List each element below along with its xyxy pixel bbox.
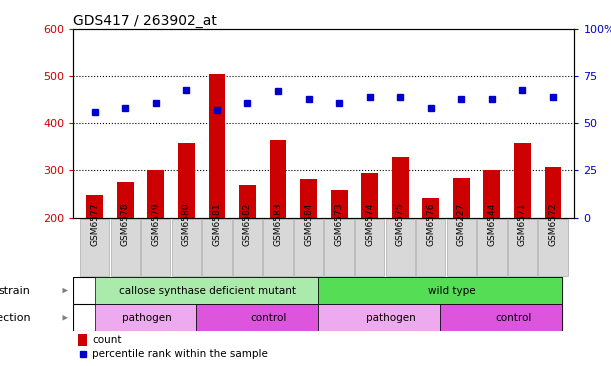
FancyBboxPatch shape — [202, 219, 232, 276]
Text: pathogen: pathogen — [122, 313, 172, 323]
Text: GSM6578: GSM6578 — [121, 202, 130, 246]
Bar — [208, 74, 225, 311]
Bar — [178, 143, 195, 311]
Bar — [483, 171, 500, 311]
Text: GDS417 / 263902_at: GDS417 / 263902_at — [73, 14, 217, 28]
FancyBboxPatch shape — [233, 219, 262, 276]
Bar — [78, 334, 87, 347]
FancyBboxPatch shape — [80, 219, 109, 276]
FancyBboxPatch shape — [95, 277, 318, 304]
Text: wild type: wild type — [428, 285, 476, 296]
FancyBboxPatch shape — [318, 277, 562, 304]
Text: GSM6571: GSM6571 — [518, 202, 527, 246]
FancyBboxPatch shape — [538, 219, 568, 276]
Bar — [239, 184, 256, 311]
Text: percentile rank within the sample: percentile rank within the sample — [92, 349, 268, 359]
Text: GSM6227: GSM6227 — [457, 203, 466, 246]
FancyBboxPatch shape — [172, 219, 201, 276]
FancyBboxPatch shape — [324, 219, 354, 276]
Bar — [86, 195, 103, 311]
Text: callose synthase deficient mutant: callose synthase deficient mutant — [119, 285, 296, 296]
Bar — [300, 179, 317, 311]
Bar — [117, 182, 134, 311]
Bar — [392, 157, 409, 311]
FancyBboxPatch shape — [196, 304, 318, 332]
FancyBboxPatch shape — [263, 219, 293, 276]
Text: GSM6581: GSM6581 — [213, 202, 221, 246]
Text: GSM6575: GSM6575 — [396, 202, 404, 246]
FancyBboxPatch shape — [416, 219, 445, 276]
FancyBboxPatch shape — [318, 304, 440, 332]
Text: count: count — [92, 335, 122, 345]
Text: control: control — [495, 313, 532, 323]
Text: GSM6579: GSM6579 — [152, 202, 160, 246]
Bar — [147, 169, 164, 311]
Text: infection: infection — [0, 313, 31, 323]
Text: GSM6584: GSM6584 — [304, 203, 313, 246]
FancyBboxPatch shape — [141, 219, 170, 276]
Bar — [269, 140, 287, 311]
FancyBboxPatch shape — [294, 219, 323, 276]
Text: GSM6573: GSM6573 — [335, 202, 343, 246]
FancyBboxPatch shape — [386, 219, 415, 276]
FancyBboxPatch shape — [477, 219, 507, 276]
Text: GSM6577: GSM6577 — [90, 202, 99, 246]
Bar — [453, 178, 470, 311]
FancyBboxPatch shape — [508, 219, 537, 276]
FancyBboxPatch shape — [355, 219, 384, 276]
FancyBboxPatch shape — [440, 304, 562, 332]
Text: GSM6583: GSM6583 — [274, 202, 282, 246]
Bar — [514, 143, 531, 311]
FancyBboxPatch shape — [95, 304, 196, 332]
Text: GSM6582: GSM6582 — [243, 203, 252, 246]
FancyBboxPatch shape — [447, 219, 476, 276]
Text: GSM6580: GSM6580 — [182, 202, 191, 246]
Text: GSM6576: GSM6576 — [426, 202, 435, 246]
Bar — [422, 198, 439, 311]
Text: pathogen: pathogen — [366, 313, 416, 323]
Bar — [544, 167, 562, 311]
Bar — [331, 190, 348, 311]
Text: control: control — [251, 313, 287, 323]
FancyBboxPatch shape — [111, 219, 140, 276]
Text: GSM6572: GSM6572 — [549, 203, 557, 246]
Bar — [361, 173, 378, 311]
Text: GSM6544: GSM6544 — [488, 203, 496, 246]
Text: strain: strain — [0, 285, 31, 296]
Text: GSM6574: GSM6574 — [365, 203, 374, 246]
